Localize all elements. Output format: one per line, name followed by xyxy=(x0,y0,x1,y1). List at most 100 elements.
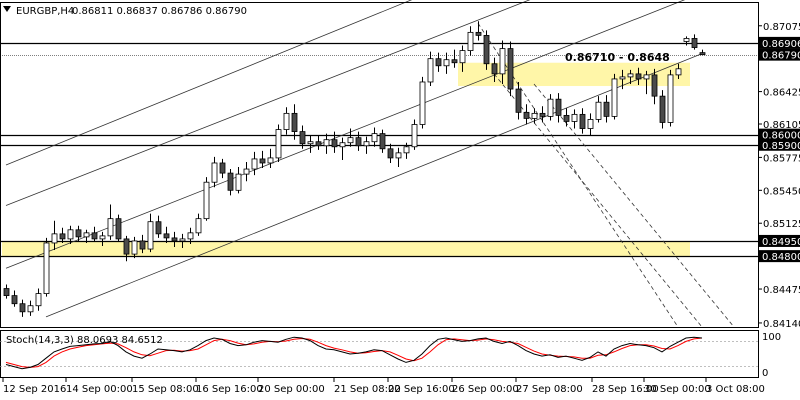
candle-59 xyxy=(475,21,482,41)
x-tick-label-9: 28 Sep 16:00 xyxy=(592,384,659,395)
candle-60 xyxy=(483,30,490,70)
candle-4 xyxy=(35,288,42,311)
candle-58 xyxy=(467,26,474,56)
trendlines-layer xyxy=(5,0,735,328)
candle-76 xyxy=(611,73,618,120)
trend-line-1 xyxy=(5,0,531,206)
candle-46 xyxy=(371,127,378,147)
candle-67 xyxy=(539,106,546,123)
candle-31 xyxy=(251,151,258,176)
candle-7 xyxy=(59,227,66,243)
candle-54 xyxy=(435,52,442,72)
trend-line-6 xyxy=(533,83,735,328)
candle-2 xyxy=(19,299,26,317)
candle-35 xyxy=(283,107,290,135)
candle-75 xyxy=(603,95,610,123)
candle-43 xyxy=(347,128,354,147)
candle-11 xyxy=(91,226,98,242)
candle-10 xyxy=(83,229,90,243)
price-tag-5: 0.84800 xyxy=(759,250,800,263)
symbol-label: EURGBP,H4 xyxy=(16,6,74,17)
stochastic-main-line xyxy=(5,336,703,370)
candles-layer xyxy=(3,21,706,317)
price-tag-4: 0.84950 xyxy=(759,234,800,248)
candle-30 xyxy=(243,161,250,182)
candle-24 xyxy=(195,213,202,236)
candle-71 xyxy=(571,109,578,129)
candle-84 xyxy=(675,63,682,79)
candle-9 xyxy=(75,225,82,241)
candle-81 xyxy=(651,68,658,105)
candle-28 xyxy=(227,169,234,196)
candle-50 xyxy=(403,142,410,159)
trend-line-4 xyxy=(477,23,679,328)
candle-33 xyxy=(267,148,274,169)
candle-73 xyxy=(587,113,594,136)
svg-text:0.86790: 0.86790 xyxy=(762,51,800,62)
candle-8 xyxy=(67,225,74,244)
candle-6 xyxy=(51,220,58,251)
y-tick-label-2: 0.86105 xyxy=(763,120,800,131)
stochastic-axis-label-bottom: 0 xyxy=(762,368,768,379)
y-tick-label-5: 0.85125 xyxy=(763,219,800,230)
candle-87 xyxy=(699,49,706,56)
candle-57 xyxy=(459,45,466,72)
candle-48 xyxy=(387,143,394,163)
price-tag-0: 0.86906 xyxy=(759,36,800,50)
candle-68 xyxy=(547,94,554,121)
candle-83 xyxy=(667,69,674,127)
candle-64 xyxy=(515,81,522,120)
stochastic-pane: Stoch(14,3,3) 88.0693 84.6512 100 0 xyxy=(0,330,781,379)
candle-47 xyxy=(379,129,386,153)
x-tick-label-4: 20 Sep 00:00 xyxy=(258,384,325,395)
candle-3 xyxy=(27,300,34,316)
x-tick-label-0: 12 Sep 2016 xyxy=(3,384,66,395)
candle-51 xyxy=(411,119,418,150)
candle-40 xyxy=(323,133,330,154)
x-tick-label-2: 15 Sep 08:00 xyxy=(132,384,199,395)
stochastic-label: Stoch(14,3,3) 88.0693 84.6512 xyxy=(6,335,163,346)
candle-12 xyxy=(99,231,106,246)
candle-74 xyxy=(595,96,602,123)
candle-69 xyxy=(555,93,562,123)
candle-56 xyxy=(451,49,458,68)
candle-5 xyxy=(43,237,50,297)
candle-13 xyxy=(107,204,114,240)
candle-36 xyxy=(291,104,298,140)
candle-65 xyxy=(523,104,530,125)
candle-62 xyxy=(499,40,506,84)
candle-82 xyxy=(659,90,666,129)
candle-78 xyxy=(627,69,634,84)
candle-0 xyxy=(3,284,10,299)
svg-text:0.86906: 0.86906 xyxy=(762,39,800,50)
candle-23 xyxy=(187,227,194,244)
triangle-down-icon xyxy=(3,6,11,12)
candle-38 xyxy=(307,135,314,153)
svg-text:0.85900: 0.85900 xyxy=(762,141,800,152)
candle-17 xyxy=(139,234,146,254)
x-tick-label-10: 30 Sep 00:00 xyxy=(644,384,711,395)
candle-85 xyxy=(683,36,690,46)
candle-14 xyxy=(115,214,122,242)
svg-text:0.84800: 0.84800 xyxy=(762,252,800,263)
candle-15 xyxy=(123,235,130,262)
y-tick-label-3: 0.85775 xyxy=(763,153,800,164)
y-tick-label-6: 0.84475 xyxy=(763,285,800,296)
candle-61 xyxy=(491,57,498,82)
candle-79 xyxy=(635,67,642,86)
candle-42 xyxy=(339,137,346,160)
ohlc-label: 0.86811 0.86837 0.86786 0.86790 xyxy=(72,6,247,17)
price-tag-3: 0.85900 xyxy=(759,138,800,152)
candle-29 xyxy=(235,167,242,194)
candle-72 xyxy=(579,108,586,134)
candle-21 xyxy=(171,231,178,248)
x-tick-label-11: 3 Oct 08:00 xyxy=(706,384,765,395)
stochastic-axis-label-top: 100 xyxy=(762,332,781,343)
trend-line-3 xyxy=(45,53,703,318)
candle-20 xyxy=(163,226,170,243)
